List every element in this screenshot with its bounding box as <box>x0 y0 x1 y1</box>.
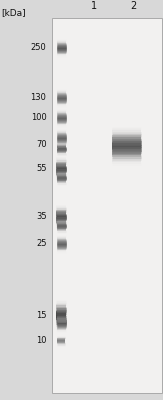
Text: 35: 35 <box>36 212 46 221</box>
Text: 15: 15 <box>36 311 46 320</box>
Text: [kDa]: [kDa] <box>2 8 26 17</box>
Text: 25: 25 <box>36 240 46 248</box>
Text: 1: 1 <box>91 1 97 11</box>
FancyBboxPatch shape <box>52 18 162 393</box>
Text: 250: 250 <box>31 44 46 52</box>
Text: 55: 55 <box>36 164 46 173</box>
Text: 2: 2 <box>131 1 137 11</box>
Text: 70: 70 <box>36 140 46 149</box>
Text: 130: 130 <box>31 94 46 102</box>
Text: 10: 10 <box>36 336 46 345</box>
Text: 100: 100 <box>31 114 46 122</box>
